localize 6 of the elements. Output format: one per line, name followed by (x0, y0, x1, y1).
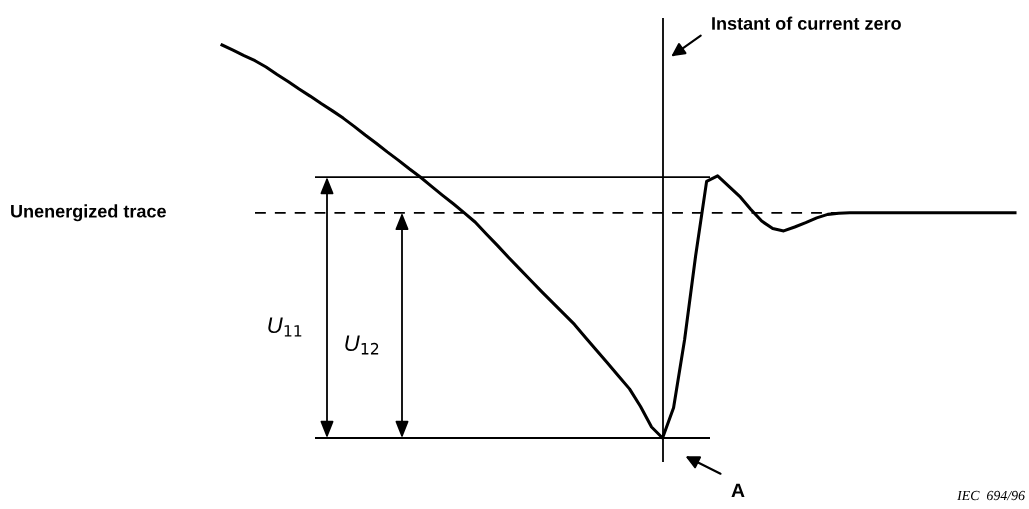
text: A (731, 483, 745, 498)
text: IEC 694/96 (957, 490, 1025, 501)
annotation: U$_{12}$ (345, 335, 379, 355)
ref-line-label: Unenergized trace (11, 204, 166, 222)
text: Instant of current zero (712, 16, 901, 30)
annotation: U$_{11}$ (268, 317, 302, 337)
